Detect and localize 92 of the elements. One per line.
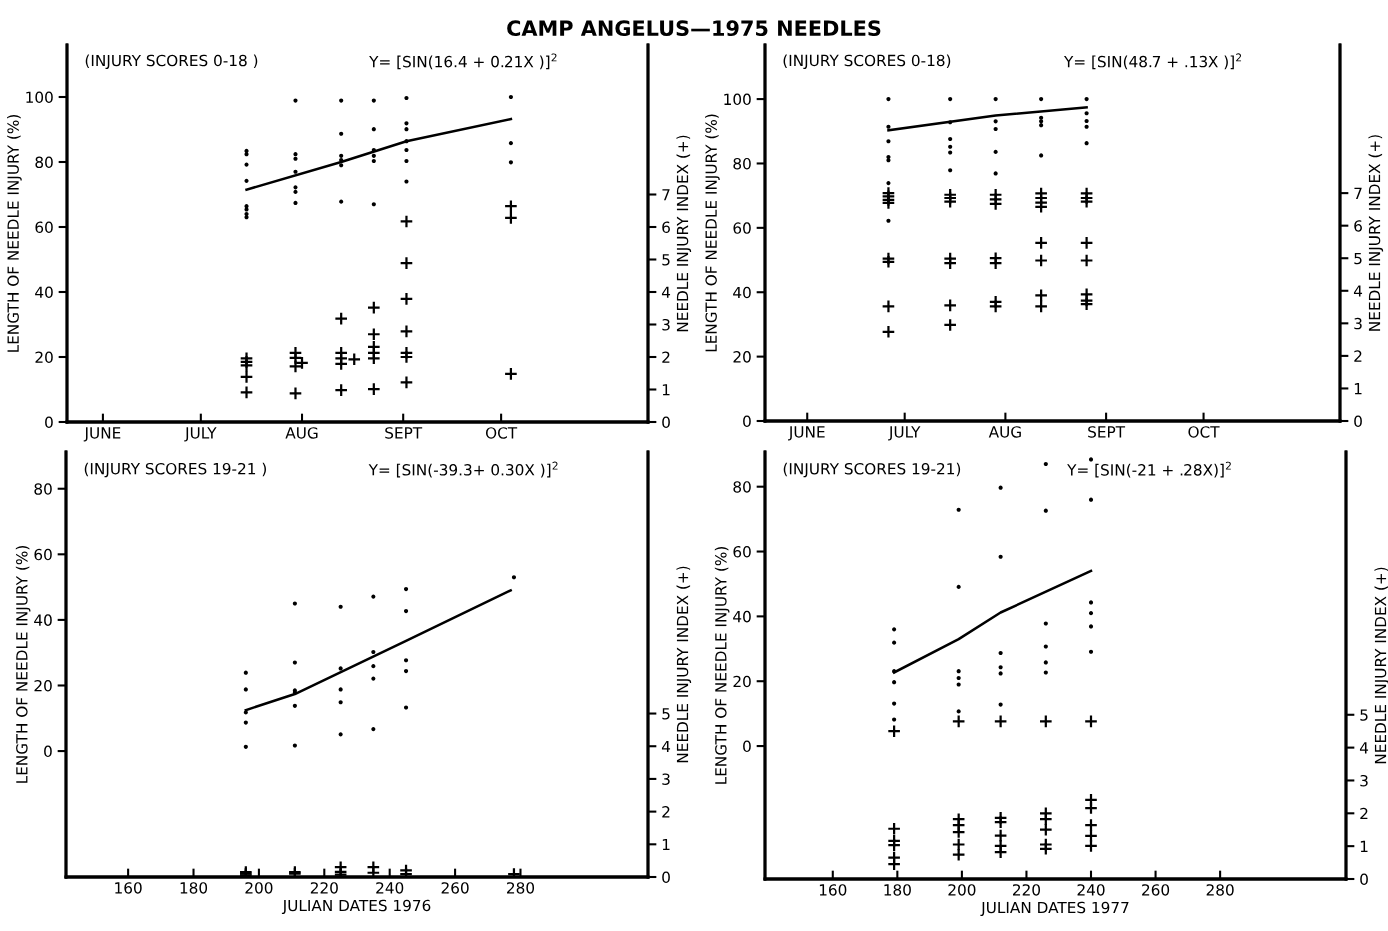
y2-tick-label: 3 <box>662 773 670 785</box>
y-tick-label: 20 <box>34 679 52 692</box>
y-axis-title: LENGTH OF NEEDLE INJURY (%) <box>15 546 31 783</box>
x-tick-label: 280 <box>1206 884 1234 896</box>
y2-tick-label: 3 <box>1360 774 1368 787</box>
x-tick-label: JULY <box>184 427 217 442</box>
y2-tick-label: 2 <box>1360 807 1368 820</box>
x-axis-title: JULIAN DATES 1977 <box>980 901 1129 917</box>
y-tick-label: 40 <box>34 614 52 626</box>
x-tick-label: OCT <box>485 427 518 439</box>
y-tick-label: 60 <box>35 221 53 234</box>
annotation: (INJURY SCORES 19-21) <box>783 462 961 478</box>
x-tick-label: AUG <box>988 426 1021 438</box>
x-tick-label: 240 <box>376 882 404 894</box>
y2-tick-label: 0 <box>1360 873 1368 886</box>
y2-tick-label: 7 <box>662 189 670 201</box>
y2-tick-label: 3 <box>1354 317 1362 330</box>
y-axis-title: LENGTH OF NEEDLE INJURY (%) <box>705 114 720 352</box>
y2-axis-title: NEEDLE INJURY INDEX (+) <box>1368 135 1384 331</box>
x-tick-label: 180 <box>180 882 208 894</box>
y2-tick-label: 5 <box>1360 709 1368 721</box>
x-tick-label: SEPT <box>1088 426 1126 438</box>
x-tick-label: 180 <box>884 884 911 896</box>
y-tick-label: 20 <box>733 351 751 363</box>
x-tick-label: 220 <box>310 882 338 894</box>
y-tick-label: 40 <box>733 610 751 623</box>
y2-tick-label: 1 <box>1360 840 1368 852</box>
y2-tick-label: 2 <box>662 351 670 363</box>
y-tick-label: 80 <box>733 481 751 493</box>
y-tick-label: 60 <box>34 548 52 561</box>
x-tick-label: 160 <box>819 884 847 896</box>
annotation: (INJURY SCORES 19-21 ) <box>84 462 266 478</box>
y2-tick-label: 2 <box>662 806 670 818</box>
y-tick-label: 60 <box>733 546 751 558</box>
y-tick-label: 0 <box>44 745 52 758</box>
y2-tick-label: 4 <box>1359 742 1369 754</box>
y2-tick-label: 1 <box>662 838 670 851</box>
y-tick-label: 80 <box>34 483 52 495</box>
x-tick-label: 200 <box>245 882 273 894</box>
y2-tick-label: 2 <box>1354 350 1362 362</box>
y2-axis-title: NEEDLE INJURY INDEX (+) <box>676 566 692 763</box>
x-tick-label: 280 <box>507 882 535 894</box>
y2-tick-label: 5 <box>1354 252 1362 265</box>
y-tick-label: 80 <box>35 156 53 169</box>
x-tick-label: AUG <box>285 427 318 439</box>
y-tick-label: 0 <box>45 416 53 429</box>
y-tick-label: 40 <box>35 286 53 299</box>
y-tick-label: 60 <box>733 222 751 234</box>
y-tick-label: 0 <box>743 740 751 753</box>
x-tick-label: 240 <box>1077 884 1105 896</box>
y2-tick-label: 4 <box>1353 285 1363 297</box>
annotation: Y= [SIN(-21 + .28X)]$^{2}$ <box>1067 461 1231 478</box>
y2-tick-label: 0 <box>1354 415 1362 428</box>
y2-tick-label: 0 <box>662 871 670 884</box>
y2-tick-label: 3 <box>662 318 670 331</box>
y2-tick-label: 5 <box>662 254 670 266</box>
annotation: Y= [SIN(48.7 + .13X )]$^{2}$ <box>1063 53 1242 70</box>
x-tick-label: 200 <box>948 884 976 896</box>
y2-tick-label: 1 <box>1354 383 1362 395</box>
y-tick-label: 100 <box>26 91 53 104</box>
x-tick-label: JUNE <box>83 427 121 442</box>
y2-tick-label: 4 <box>661 740 671 753</box>
y2-tick-label: 7 <box>1354 187 1362 199</box>
x-tick-label: 160 <box>115 882 142 894</box>
y-tick-label: 20 <box>35 351 53 364</box>
y2-tick-label: 5 <box>662 708 670 720</box>
annotation: (INJURY SCORES 0-18 ) <box>85 54 258 70</box>
y2-tick-label: 6 <box>662 221 670 234</box>
y2-tick-label: 0 <box>662 416 670 429</box>
y2-tick-label: 1 <box>662 384 670 396</box>
x-tick-label: OCT <box>1188 426 1220 438</box>
annotation: Y= [SIN(16.4 + 0.21X )]$^{2}$ <box>369 53 557 70</box>
y-axis-title: LENGTH OF NEEDLE INJURY (%) <box>714 547 730 784</box>
x-tick-label: 260 <box>1142 884 1170 896</box>
y-axis-title: LENGTH OF NEEDLE INJURY (%) <box>7 115 22 352</box>
y2-axis-title: NEEDLE INJURY INDEX (+) <box>676 135 692 332</box>
y-tick-label: 80 <box>733 157 751 170</box>
x-tick-label: 220 <box>1012 884 1041 896</box>
y-tick-label: 40 <box>733 286 751 299</box>
y-tick-label: 20 <box>733 675 751 688</box>
x-tick-label: 260 <box>441 882 469 894</box>
x-tick-label: JUNE <box>788 426 825 441</box>
annotation: Y= [SIN(-39.3+ 0.30X )]$^{2}$ <box>368 461 558 478</box>
x-tick-label: JULY <box>888 426 921 441</box>
x-tick-label: SEPT <box>385 427 423 439</box>
y2-tick-label: 6 <box>1354 220 1362 232</box>
text: CAMP ANGELUS—1975 NEEDLES <box>507 20 881 37</box>
x-axis-title: JULIAN DATES 1976 <box>281 899 431 915</box>
y2-tick-label: 4 <box>661 286 671 298</box>
y-tick-label: 100 <box>724 93 751 106</box>
y-tick-label: 0 <box>743 415 751 428</box>
annotation: (INJURY SCORES 0-18) <box>783 54 951 70</box>
